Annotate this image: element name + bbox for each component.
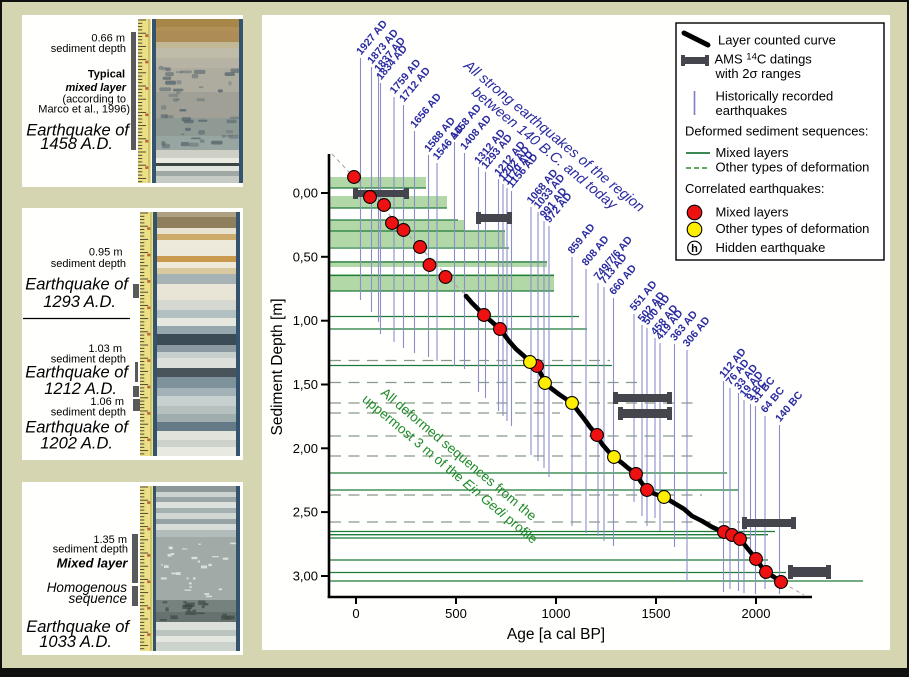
svg-text:1500: 1500: [642, 606, 671, 621]
svg-text:Mixed layers: Mixed layers: [716, 205, 789, 220]
svg-text:AMS 14C datings: AMS 14C datings: [715, 52, 813, 67]
svg-text:0: 0: [352, 606, 359, 621]
svg-text:2000: 2000: [742, 606, 771, 621]
svg-text:h: h: [691, 243, 698, 255]
svg-text:Mixed layer: Mixed layer: [57, 556, 129, 571]
svg-text:Homogenous: Homogenous: [47, 580, 128, 595]
svg-text:1.06 m: 1.06 m: [90, 396, 124, 408]
svg-text:1.03 m: 1.03 m: [88, 343, 122, 355]
svg-text:Earthquake of: Earthquake of: [26, 618, 131, 636]
svg-text:3,00: 3,00: [293, 569, 318, 584]
svg-text:Mixed layers: Mixed layers: [716, 145, 789, 160]
svg-text:2,00: 2,00: [293, 441, 318, 456]
svg-text:0,00: 0,00: [293, 186, 318, 201]
svg-text:1000: 1000: [542, 606, 571, 621]
svg-text:Earthquake of: Earthquake of: [25, 364, 130, 382]
svg-text:earthquakes: earthquakes: [716, 103, 788, 118]
svg-text:Other types of deformation: Other types of deformation: [716, 221, 870, 236]
svg-text:2,50: 2,50: [293, 505, 318, 520]
svg-text:(according to: (according to: [62, 94, 126, 106]
svg-text:1,50: 1,50: [293, 377, 318, 392]
svg-text:sequence: sequence: [68, 591, 127, 606]
svg-text:Marco et al., 1996): Marco et al., 1996): [38, 104, 130, 116]
svg-text:0.95 m: 0.95 m: [89, 247, 123, 259]
svg-text:Sediment Depth [m]: Sediment Depth [m]: [269, 299, 286, 436]
svg-text:Earthquake of: Earthquake of: [25, 419, 130, 437]
svg-text:500: 500: [445, 606, 467, 621]
svg-text:sediment depth: sediment depth: [53, 544, 128, 556]
svg-text:uppermost 3 m of the Ein Gedi: uppermost 3 m of the Ein Gedi profile: [359, 391, 540, 546]
svg-text:Earthquake of: Earthquake of: [26, 122, 131, 140]
svg-text:mixed layer: mixed layer: [65, 82, 126, 94]
svg-text:Correlated earthquakes:: Correlated earthquakes:: [685, 181, 824, 196]
svg-text:1458 A.D.: 1458 A.D.: [40, 135, 113, 153]
svg-text:Typical: Typical: [88, 69, 125, 81]
svg-text:sediment depth: sediment depth: [51, 43, 126, 55]
svg-text:sediment depth: sediment depth: [51, 354, 126, 366]
svg-text:1202 A.D.: 1202 A.D.: [40, 435, 113, 453]
svg-text:1656 AD: 1656 AD: [408, 91, 444, 131]
svg-text:1.35 m: 1.35 m: [93, 534, 127, 546]
svg-text:with 2σ ranges: with 2σ ranges: [715, 66, 802, 81]
svg-text:sediment depth: sediment depth: [51, 258, 126, 270]
svg-text:0,50: 0,50: [293, 249, 318, 264]
svg-text:Historically recorded: Historically recorded: [716, 89, 834, 104]
svg-text:1293 A.D.: 1293 A.D.: [43, 293, 116, 311]
svg-text:sediment depth: sediment depth: [51, 407, 126, 419]
svg-text:Other types of deformation: Other types of deformation: [716, 160, 870, 175]
svg-text:1033 A.D.: 1033 A.D.: [39, 633, 112, 651]
svg-text:Hidden earthquake: Hidden earthquake: [716, 240, 826, 255]
svg-text:Layer counted curve: Layer counted curve: [718, 33, 836, 48]
svg-text:All deformed sequences from th: All deformed sequences from the: [378, 385, 539, 524]
svg-text:1,00: 1,00: [293, 313, 318, 328]
svg-text:Earthquake of: Earthquake of: [25, 276, 130, 294]
svg-text:0.66 m: 0.66 m: [91, 33, 125, 45]
svg-text:Age [a cal BP]: Age [a cal BP]: [507, 626, 605, 643]
svg-text:1212 A.D.: 1212 A.D.: [44, 380, 117, 398]
svg-text:Deformed sediment sequences:: Deformed sediment sequences:: [685, 124, 869, 139]
